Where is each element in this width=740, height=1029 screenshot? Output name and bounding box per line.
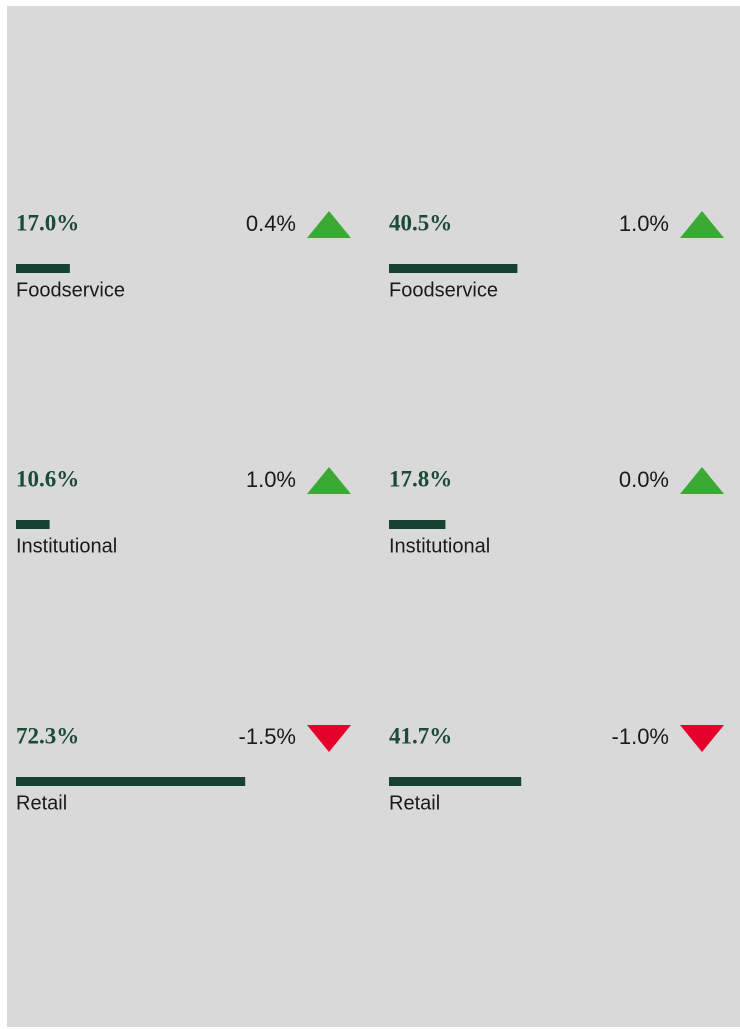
down-arrow <box>680 725 724 752</box>
kpi-value: 10.6% <box>16 466 79 491</box>
kpi-change: 0.0% <box>619 467 669 492</box>
kpi-change: 1.0% <box>246 467 296 492</box>
kpi-label: Retail <box>389 792 440 814</box>
share-bar <box>16 520 50 529</box>
share-bar <box>389 520 446 529</box>
down-arrow <box>307 725 351 752</box>
share-bar <box>389 264 518 273</box>
share-bar <box>389 777 522 786</box>
background-panel <box>7 6 740 1027</box>
kpi-label: Foodservice <box>16 279 125 301</box>
kpi-change: -1.5% <box>239 724 296 749</box>
kpi-value: 41.7% <box>389 723 452 748</box>
kpi-label: Foodservice <box>389 279 498 301</box>
up-arrow <box>680 467 724 494</box>
kpi-label: Institutional <box>16 535 117 557</box>
kpi-label: Retail <box>16 792 67 814</box>
kpi-value: 17.8% <box>389 466 452 491</box>
up-arrow <box>307 211 351 238</box>
kpi-value: 72.3% <box>16 723 79 748</box>
kpi-label: Institutional <box>389 535 490 557</box>
kpi-change: 1.0% <box>619 211 669 236</box>
share-bar <box>16 777 246 786</box>
share-bar <box>16 264 70 273</box>
kpi-value: 40.5% <box>389 210 452 235</box>
kpi-value: 17.0% <box>16 210 79 235</box>
kpi-change: -1.0% <box>612 724 669 749</box>
up-arrow <box>680 211 724 238</box>
kpi-change: 0.4% <box>246 211 296 236</box>
up-arrow <box>307 467 351 494</box>
